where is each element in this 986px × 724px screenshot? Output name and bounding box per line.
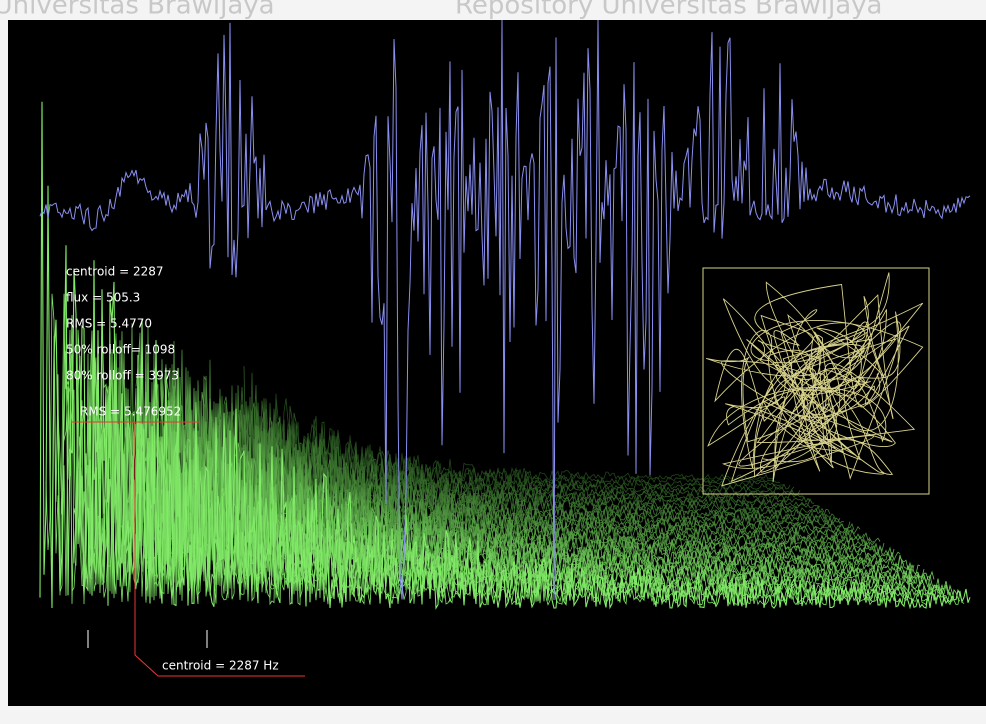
stats-panel: centroid = 2287 flux = 505.3 RMS = 5.477… (66, 265, 179, 383)
lissajous-trace (706, 272, 924, 487)
centroid-label: centroid = 2287 Hz (162, 659, 279, 673)
stat-label: flux = 505.3 (66, 291, 140, 305)
stat-label: 80% rolloff = 3973 (66, 369, 179, 383)
rms-label: RMS = 5.476952 (80, 405, 181, 419)
lissajous-frame (702, 267, 930, 495)
spectrum-line (45, 293, 965, 606)
stat-label: 50% rolloff= 1098 (66, 343, 175, 357)
waveform (39, 19, 971, 601)
centroid-pointer (134, 422, 305, 677)
spectrogram (39, 101, 971, 610)
spectrum-line (195, 400, 841, 524)
stat-label: RMS = 5.4770 (66, 317, 152, 331)
watermark: y Universitas Brawijaya (0, 0, 275, 21)
spectrum-line (39, 101, 971, 610)
stat-label: centroid = 2287 (66, 265, 163, 279)
watermark: Repository Universitas Brawijaya (455, 0, 882, 21)
spectrum-line (243, 366, 801, 497)
spectrum-line (267, 395, 781, 484)
lissajous (702, 267, 930, 495)
spectrum-line (147, 382, 881, 551)
waveform-line (39, 19, 971, 601)
spectrum-line (153, 367, 875, 547)
spectrum-line (171, 364, 861, 537)
spectrum-line (63, 351, 951, 596)
spectrum-line (225, 405, 815, 508)
